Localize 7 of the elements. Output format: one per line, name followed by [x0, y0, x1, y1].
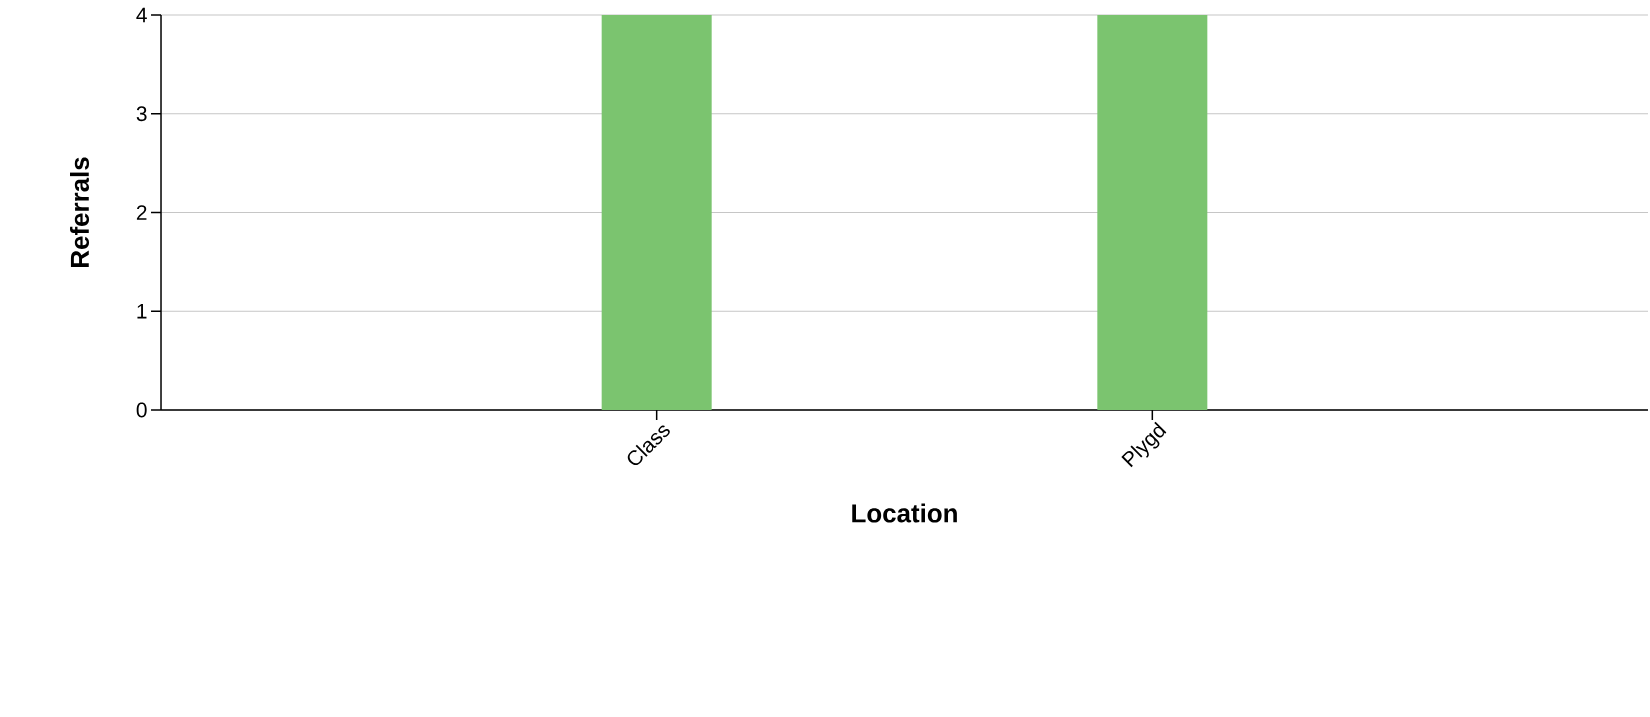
y-tick-label: 3 — [136, 106, 147, 122]
y-tick-label: 4 — [136, 7, 147, 23]
x-axis-title: Location — [852, 503, 957, 523]
y-tick-label: 2 — [136, 205, 147, 220]
y-axis-title: Referrals — [70, 157, 90, 267]
y-tick-label: 1 — [137, 304, 147, 319]
y-tick-label: 0 — [136, 402, 147, 418]
